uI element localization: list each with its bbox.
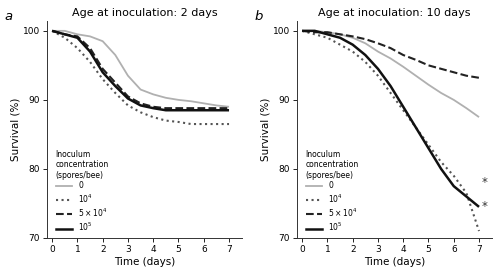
X-axis label: Time (days): Time (days) (364, 257, 425, 267)
Text: *: * (482, 176, 488, 189)
Title: Age at inoculation: 10 days: Age at inoculation: 10 days (318, 8, 470, 18)
Y-axis label: Survival (%): Survival (%) (10, 98, 20, 161)
X-axis label: Time (days): Time (days) (114, 257, 175, 267)
Legend: 0, $10^4$, $5\times10^4$, $10^5$: 0, $10^4$, $5\times10^4$, $10^5$ (302, 147, 362, 236)
Text: a: a (4, 10, 12, 23)
Title: Age at inoculation: 2 days: Age at inoculation: 2 days (72, 8, 217, 18)
Y-axis label: Survival (%): Survival (%) (260, 98, 270, 161)
Text: *: * (482, 200, 488, 213)
Legend: 0, $10^4$, $5\times10^4$, $10^5$: 0, $10^4$, $5\times10^4$, $10^5$ (52, 147, 112, 236)
Text: b: b (254, 10, 262, 23)
